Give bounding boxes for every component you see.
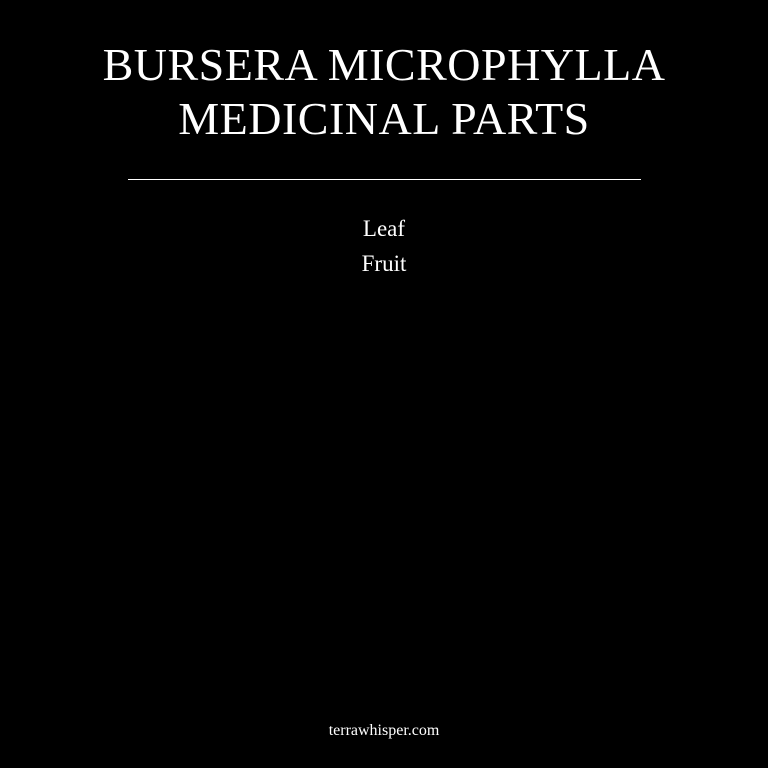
divider bbox=[128, 179, 641, 180]
page-title: BURSERA MICROPHYLLA MEDICINAL PARTS bbox=[0, 38, 768, 146]
site-footer: terrawhisper.com bbox=[328, 722, 440, 739]
title-line-2: MEDICINAL PARTS bbox=[178, 93, 590, 144]
title-line-1: BURSERA MICROPHYLLA bbox=[102, 39, 666, 90]
list-item: Leaf bbox=[362, 216, 406, 241]
medicinal-parts-list: Leaf Fruit bbox=[0, 211, 768, 281]
list-item: Fruit bbox=[361, 251, 407, 276]
